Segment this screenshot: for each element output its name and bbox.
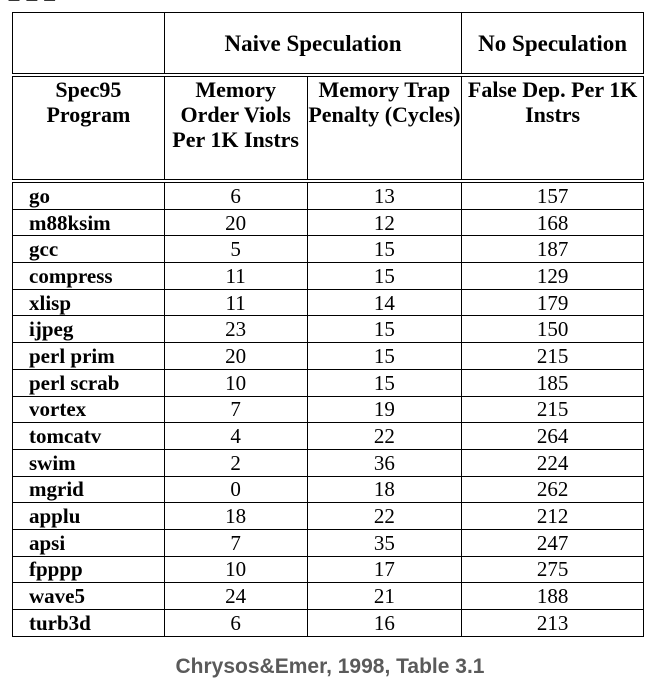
- penalty-cell: 19: [306, 395, 463, 424]
- column-header-false-dep: False Dep. Per 1K Instrs: [461, 74, 644, 182]
- penalty-cell: 21: [306, 582, 463, 610]
- program-cell: apsi: [12, 528, 165, 557]
- group-header-row: Naive Speculation No Speculation: [12, 12, 644, 76]
- program-cell: swim: [12, 448, 165, 477]
- false-dep-cell: 224: [461, 448, 644, 477]
- false-dep-cell: 129: [461, 262, 644, 290]
- penalty-cell: 15: [306, 315, 463, 344]
- penalty-cell: 14: [306, 288, 463, 317]
- program-cell: fpppp: [12, 555, 165, 584]
- viols-cell: 23: [163, 315, 308, 344]
- viols-cell: 11: [163, 288, 308, 317]
- viols-cell: 10: [163, 555, 308, 584]
- false-dep-cell: 264: [461, 422, 644, 450]
- program-cell: applu: [12, 502, 165, 530]
- false-dep-cell: 213: [461, 609, 644, 637]
- viols-cell: 5: [163, 235, 308, 264]
- penalty-cell: 13: [306, 178, 463, 210]
- group-header-no-spec: No Speculation: [461, 12, 644, 76]
- viols-cell: 20: [163, 208, 308, 237]
- table-row: perl scrab 10 15 185: [12, 368, 644, 397]
- column-header-viols: Memory Order Viols Per 1K Instrs: [163, 74, 308, 182]
- viols-cell: 20: [163, 342, 308, 370]
- column-header-program: Spec95 Program: [12, 73, 165, 182]
- table-row: turb3d 6 16 213: [12, 609, 644, 637]
- false-dep-cell: 215: [461, 342, 644, 370]
- false-dep-cell: 150: [461, 315, 644, 344]
- table-row: ijpeg 23 15 150: [12, 315, 644, 344]
- penalty-cell: 17: [306, 555, 463, 584]
- penalty-cell: 22: [306, 502, 463, 530]
- table-row: apsi 7 35 247: [12, 528, 644, 557]
- table-row: vortex 7 19 215: [12, 395, 644, 424]
- penalty-cell: 36: [306, 448, 463, 477]
- false-dep-cell: 215: [461, 395, 644, 424]
- penalty-cell: 15: [306, 235, 463, 264]
- viols-cell: 6: [163, 609, 308, 637]
- table-row: m88ksim 20 12 168: [12, 208, 644, 237]
- column-header-row: Spec95 Program Memory Order Viols Per 1K…: [12, 73, 644, 182]
- program-cell: gcc: [12, 235, 165, 264]
- penalty-cell: 12: [306, 208, 463, 237]
- program-cell: xlisp: [12, 288, 165, 317]
- penalty-cell: 18: [306, 475, 463, 504]
- viols-cell: 11: [163, 262, 308, 290]
- program-cell: compress: [12, 262, 165, 290]
- table-row: wave5 24 21 188: [12, 582, 644, 610]
- table-row: tomcatv 4 22 264: [12, 422, 644, 450]
- table-row: compress 11 15 129: [12, 262, 644, 290]
- false-dep-cell: 185: [461, 368, 644, 397]
- penalty-cell: 16: [306, 609, 463, 637]
- table-row: gcc 5 15 187: [12, 235, 644, 264]
- false-dep-cell: 188: [461, 582, 644, 610]
- program-cell: turb3d: [12, 609, 165, 637]
- false-dep-cell: 262: [461, 475, 644, 504]
- penalty-cell: 22: [306, 422, 463, 450]
- viols-cell: 10: [163, 368, 308, 397]
- program-cell: m88ksim: [12, 208, 165, 237]
- false-dep-cell: 187: [461, 235, 644, 264]
- penalty-cell: 15: [306, 262, 463, 290]
- false-dep-cell: 157: [461, 178, 644, 210]
- group-header-empty: [12, 12, 165, 76]
- false-dep-cell: 168: [461, 208, 644, 237]
- viols-cell: 4: [163, 422, 308, 450]
- viols-cell: 6: [163, 178, 308, 210]
- speculation-table: Naive Speculation No Speculation Spec95 …: [12, 12, 644, 637]
- false-dep-cell: 179: [461, 288, 644, 317]
- table-body: go 6 13 157 m88ksim 20 12 168 gcc 5 15 187 compress 1…: [12, 178, 644, 637]
- false-dep-cell: 247: [461, 528, 644, 557]
- table-row: go 6 13 157: [12, 178, 644, 210]
- program-cell: go: [12, 178, 165, 210]
- program-cell: ijpeg: [12, 315, 165, 344]
- table-row: fpppp 10 17 275: [12, 555, 644, 584]
- penalty-cell: 15: [306, 368, 463, 397]
- table-row: applu 18 22 212: [12, 502, 644, 530]
- viols-cell: 2: [163, 448, 308, 477]
- viols-cell: 18: [163, 502, 308, 530]
- table-row: swim 2 36 224: [12, 448, 644, 477]
- table-row: xlisp 11 14 179: [12, 288, 644, 317]
- viols-cell: 24: [163, 582, 308, 610]
- cropped-previous-line: — — — — —: [8, 0, 68, 6]
- viols-cell: 0: [163, 475, 308, 504]
- program-cell: vortex: [12, 395, 165, 424]
- false-dep-cell: 275: [461, 555, 644, 584]
- viols-cell: 7: [163, 395, 308, 424]
- program-cell: mgrid: [12, 475, 165, 504]
- false-dep-cell: 212: [461, 502, 644, 530]
- figure-caption: Chrysos&Emer, 1998, Table 3.1: [175, 655, 485, 678]
- column-header-penalty: Memory Trap Penalty (Cycles): [306, 74, 463, 182]
- penalty-cell: 15: [306, 342, 463, 370]
- table-row: perl prim 20 15 215: [12, 342, 644, 370]
- program-cell: perl scrab: [12, 368, 165, 397]
- program-cell: tomcatv: [12, 422, 165, 450]
- program-cell: wave5: [12, 582, 165, 610]
- viols-cell: 7: [163, 528, 308, 557]
- table-row: mgrid 0 18 262: [12, 475, 644, 504]
- penalty-cell: 35: [306, 528, 463, 557]
- program-cell: perl prim: [12, 342, 165, 370]
- group-header-naive: Naive Speculation: [163, 12, 463, 76]
